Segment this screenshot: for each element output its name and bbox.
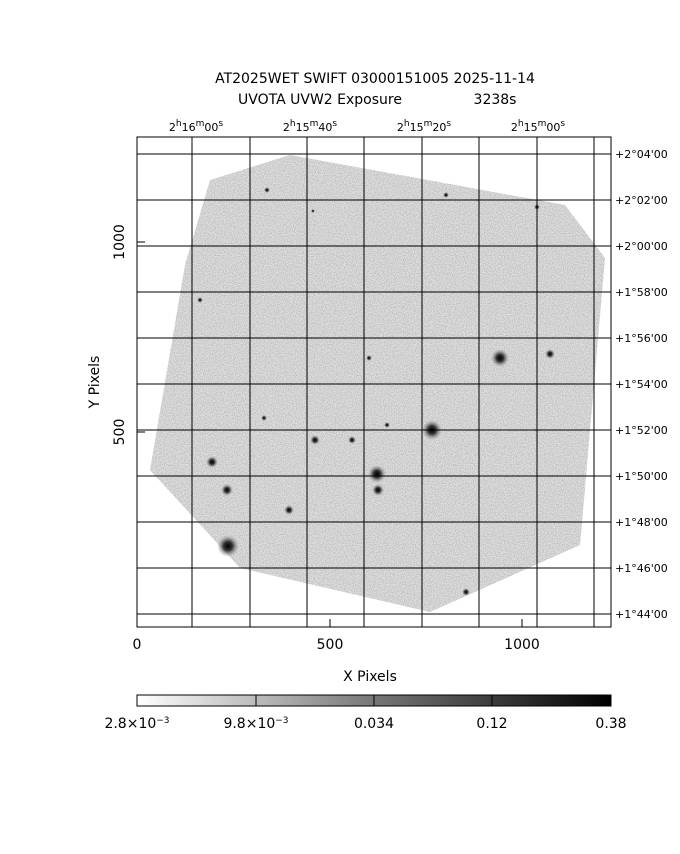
text-part: 00: [546, 121, 560, 134]
y-tick-label: 500: [112, 419, 128, 446]
tick-label: 2h15m20s: [397, 119, 452, 134]
subtitle: UVOTA UVW2 Exposure: [238, 92, 402, 108]
exposure: 3238s: [474, 92, 517, 108]
superscript: h: [518, 119, 524, 129]
dec-label: +1°48'00: [615, 516, 668, 529]
superscript: s: [332, 119, 337, 129]
source: [217, 535, 239, 557]
source: [221, 484, 233, 496]
text-part: 15: [524, 121, 538, 134]
tick-label: 2h16m00s: [169, 119, 224, 134]
text-part: 20: [432, 121, 446, 134]
superscript: s: [560, 119, 565, 129]
superscript: m: [538, 119, 547, 129]
source: [491, 349, 509, 367]
source: [284, 505, 294, 515]
superscript: m: [310, 119, 319, 129]
text-part: 00: [204, 121, 218, 134]
text-part: 15: [296, 121, 310, 134]
dec-label: +2°04'00: [615, 148, 668, 161]
x-tick-label: 500: [317, 637, 344, 653]
source: [261, 415, 267, 421]
text-part: 2.8×10: [104, 716, 156, 732]
superscript: h: [290, 119, 296, 129]
superscript: −3: [156, 716, 169, 726]
text-part: 16: [182, 121, 196, 134]
source: [462, 588, 470, 596]
text-part: 40: [318, 121, 332, 134]
text-part: 0.034: [354, 716, 394, 732]
superscript: −3: [275, 716, 288, 726]
source: [366, 355, 372, 361]
source: [348, 436, 356, 444]
sources: [197, 187, 555, 596]
superscript: m: [196, 119, 205, 129]
dec-label: +2°02'00: [615, 194, 668, 207]
tick-label: 2h15m40s: [283, 119, 338, 134]
source: [545, 349, 555, 359]
frame: [136, 136, 612, 628]
dec-label: +1°52'00: [615, 424, 668, 437]
x-tick-label: 0: [133, 637, 142, 653]
dec-label: +1°56'00: [615, 332, 668, 345]
x-tick-label: 1000: [504, 637, 540, 653]
text-part: 2: [397, 121, 404, 134]
text-part: 2: [283, 121, 290, 134]
dec-label: +1°46'00: [615, 562, 668, 575]
x-axis-label: X Pixels: [343, 669, 397, 685]
source: [372, 484, 384, 496]
source: [384, 422, 390, 428]
tick-label: 0.38: [595, 716, 626, 732]
dec-label: +1°54'00: [615, 378, 668, 391]
y-tick-label: 1000: [112, 224, 128, 260]
dec-label: +1°44'00: [615, 608, 668, 621]
text-part: 9.8×10: [223, 716, 275, 732]
image: [150, 155, 605, 612]
tick-label: 0.034: [354, 716, 394, 732]
source: [264, 187, 270, 193]
source: [310, 435, 320, 445]
source: [368, 465, 386, 483]
superscript: s: [218, 119, 223, 129]
tick-label: 9.8×10−3: [223, 716, 288, 732]
tick-label: 2.8×10−3: [104, 716, 169, 732]
source: [197, 297, 203, 303]
text-part: 2: [511, 121, 518, 134]
dec-label: +2°00'00: [615, 240, 668, 253]
dec-label: +1°50'00: [615, 470, 668, 483]
text-part: 15: [410, 121, 424, 134]
source: [443, 192, 449, 198]
text-part: 0.38: [595, 716, 626, 732]
dec-label: +1°58'00: [615, 286, 668, 299]
superscript: m: [424, 119, 433, 129]
text-part: 2: [169, 121, 176, 134]
superscript: s: [446, 119, 451, 129]
title: AT2025WET SWIFT 03000151005 2025-11-14: [215, 71, 535, 87]
tick-label: 2h15m00s: [511, 119, 566, 134]
tick-label: 0.12: [476, 716, 507, 732]
coord-grid: [137, 137, 611, 627]
superscript: h: [404, 119, 410, 129]
source: [206, 456, 218, 468]
superscript: h: [176, 119, 182, 129]
text-part: 0.12: [476, 716, 507, 732]
source: [311, 209, 315, 213]
y-axis-label: Y Pixels: [87, 356, 103, 410]
